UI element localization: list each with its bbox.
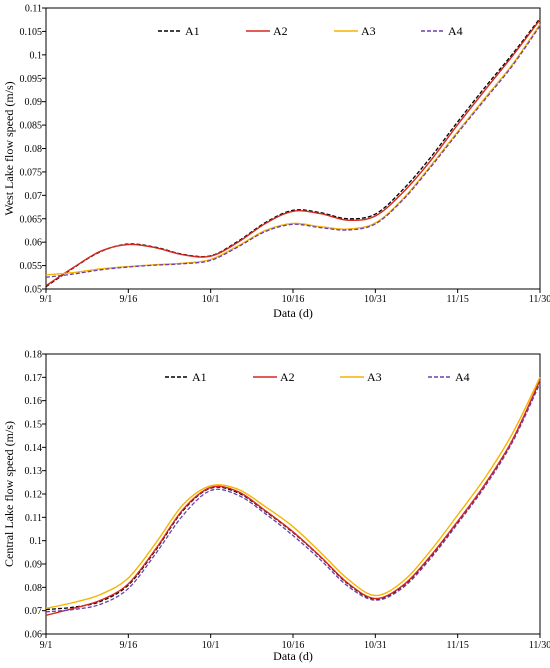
series-line-a2 xyxy=(45,379,541,617)
x-tick-label: 10/1 xyxy=(202,640,220,651)
y-tick-label: 0.14 xyxy=(25,443,43,454)
y-tick-label: 0.055 xyxy=(20,261,43,272)
y-tick-label: 0.085 xyxy=(20,121,43,132)
series-line-a3 xyxy=(45,377,541,610)
legend-label-a1: A1 xyxy=(185,24,200,38)
x-tick-label: 10/16 xyxy=(282,294,305,305)
y-tick-label: 0.09 xyxy=(25,97,43,108)
y-tick-label: 0.1 xyxy=(30,536,43,547)
legend-label-a3: A3 xyxy=(361,24,376,38)
legend: A1 A2 A3 A4 xyxy=(158,24,463,38)
y-tick-label: 0.17 xyxy=(25,373,43,384)
y-tick-label: 0.15 xyxy=(25,420,43,431)
x-tick-label: 9/1 xyxy=(40,294,53,305)
y-axis-title: West Lake flow speed (m/s) xyxy=(2,81,16,215)
y-tick-label: 0.08 xyxy=(25,583,43,594)
y-tick-label: 0.065 xyxy=(20,214,43,225)
x-axis-title: Data (d) xyxy=(273,649,313,663)
y-tick-label: 0.13 xyxy=(25,466,43,477)
x-tick-label: 9/1 xyxy=(40,640,53,651)
y-axis-title: Central Lake flow speed (m/s) xyxy=(2,421,16,567)
x-tick-label: 9/16 xyxy=(119,294,137,305)
x-tick-label: 10/16 xyxy=(282,640,305,651)
x-tick-label: 11/30 xyxy=(529,294,550,305)
x-tick-label: 10/31 xyxy=(364,640,387,651)
x-tick-label: 11/30 xyxy=(529,640,550,651)
legend-label-a3: A3 xyxy=(367,370,382,384)
chart-1: 0.05 0.055 0.06 0.065 0.07 0.075 0.08 0.085 0.09… xyxy=(2,4,550,321)
x-axis-title: Data (d) xyxy=(273,306,313,320)
y-tick-label: 0.09 xyxy=(25,560,43,571)
legend-label-a2: A2 xyxy=(273,24,288,38)
y-tick-label: 0.08 xyxy=(25,144,43,155)
y-tick-label: 0.1 xyxy=(30,50,43,61)
series-line-a1 xyxy=(45,380,541,611)
series-line-a1 xyxy=(45,17,541,288)
legend-label-a4: A4 xyxy=(455,370,470,384)
legend-label-a4: A4 xyxy=(448,24,463,38)
x-tick-label: 11/15 xyxy=(446,640,468,651)
y-tick-label: 0.075 xyxy=(20,167,43,178)
y-tick-label: 0.095 xyxy=(20,74,43,85)
y-tick-label: 0.05 xyxy=(25,285,43,296)
x-tick-label: 10/1 xyxy=(202,294,220,305)
legend-label-a1: A1 xyxy=(192,370,207,384)
y-tick-label: 0.07 xyxy=(25,606,43,617)
y-tick-label: 0.07 xyxy=(25,191,43,202)
series-line-a4 xyxy=(45,382,541,613)
series-line-a2 xyxy=(45,19,541,287)
y-tick-label: 0.06 xyxy=(25,238,43,249)
x-tick-label: 9/16 xyxy=(119,640,137,651)
x-tick-label: 10/31 xyxy=(364,294,387,305)
y-tick-label: 0.105 xyxy=(20,27,43,38)
chart-2: 0.06 0.07 0.08 0.09 0.1 0.11 0.12 0.13 0.14 0.15 0… xyxy=(2,350,550,664)
x-tick-label: 11/15 xyxy=(446,294,468,305)
y-tick-label: 0.11 xyxy=(25,513,42,524)
y-tick-label: 0.06 xyxy=(25,630,43,641)
series-line-a4 xyxy=(45,25,541,278)
y-tick-label: 0.16 xyxy=(25,396,43,407)
plot-frame xyxy=(45,353,541,635)
plot-frame xyxy=(45,7,541,290)
y-tick-label: 0.11 xyxy=(25,4,42,15)
legend-label-a2: A2 xyxy=(280,370,295,384)
series-line-a3 xyxy=(45,23,541,276)
legend: A1 A2 A3 A4 xyxy=(165,370,470,384)
y-tick-label: 0.12 xyxy=(25,490,43,501)
y-tick-label: 0.18 xyxy=(25,350,43,361)
